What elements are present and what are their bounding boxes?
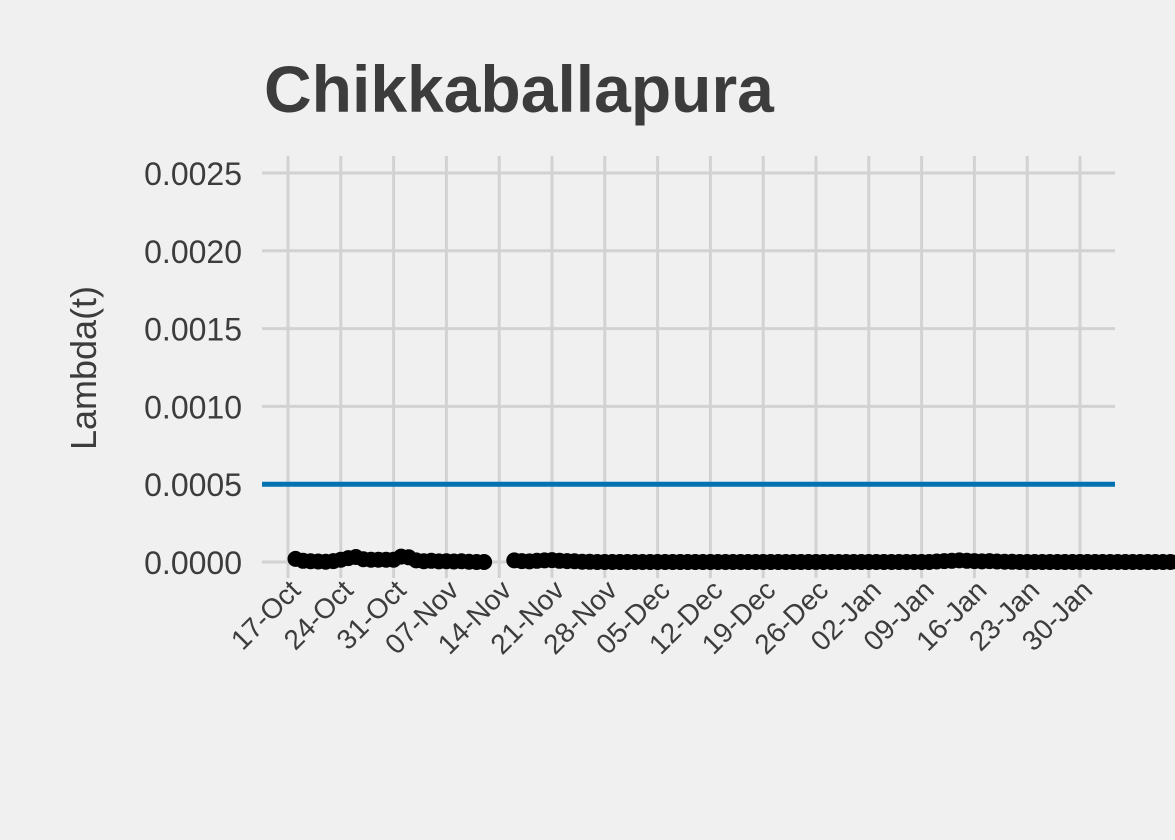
y-tick-label: 0.0025 — [144, 156, 242, 192]
y-tick-label: 0.0000 — [144, 545, 242, 581]
y-tick-label: 0.0010 — [144, 389, 242, 425]
x-axis-ticks: 17-Oct24-Oct31-Oct07-Nov14-Nov21-Nov28-N… — [225, 574, 1098, 660]
y-axis-label: Lambda(t) — [63, 286, 104, 450]
y-tick-label: 0.0005 — [144, 467, 242, 503]
y-tick-label: 0.0020 — [144, 234, 242, 270]
chart-title: Chikkaballapura — [264, 52, 775, 126]
data-point — [476, 554, 493, 570]
grid — [262, 156, 1115, 578]
y-tick-label: 0.0015 — [144, 312, 242, 348]
data-point — [1170, 554, 1175, 570]
series-group — [287, 548, 1175, 570]
y-axis-ticks: 0.0000 0.0005 0.0010 0.0015 0.0020 0.0025 — [144, 156, 242, 581]
